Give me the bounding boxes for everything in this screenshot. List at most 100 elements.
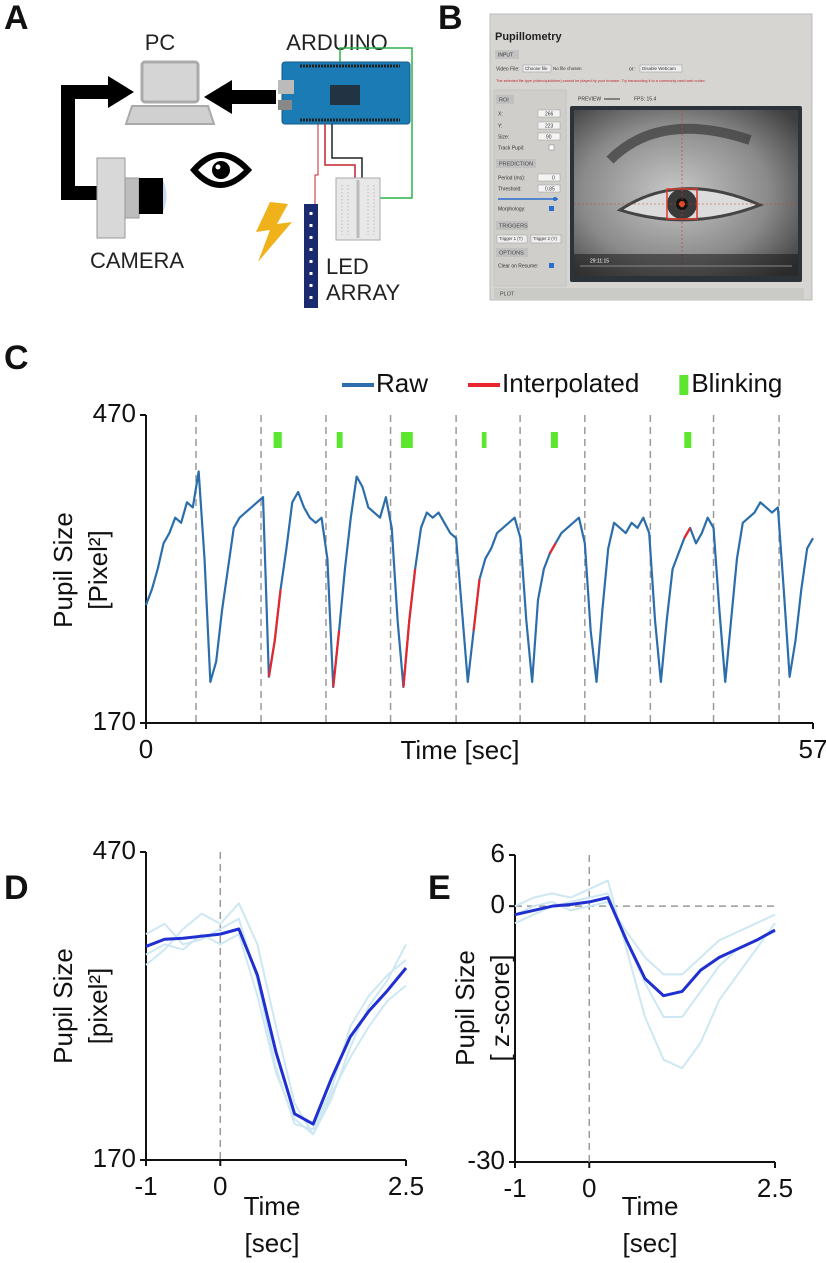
led-strip-icon xyxy=(304,204,318,308)
blink-bar xyxy=(684,432,692,448)
blink-bar xyxy=(401,432,413,448)
series-line xyxy=(514,900,776,976)
section-label: PLOT xyxy=(500,291,515,297)
y-tick-label: 6 xyxy=(491,838,505,868)
laptop-icon xyxy=(124,60,216,125)
y-tick-label: 170 xyxy=(93,706,136,736)
y-axis-label: Pupil Size xyxy=(450,950,480,1066)
eye-icon xyxy=(190,152,253,188)
series-line xyxy=(145,933,407,1136)
blink-bar xyxy=(481,432,487,448)
y-tick-label: 0 xyxy=(491,889,505,919)
label: or: xyxy=(629,66,635,72)
series-line xyxy=(267,527,692,688)
label: PC xyxy=(145,30,176,55)
button-label: Disable Webcam xyxy=(642,66,676,71)
legend-swatch xyxy=(679,375,689,395)
x-tick-label: -1 xyxy=(503,1173,526,1203)
blink-bar xyxy=(550,432,558,448)
button-label: Choose file xyxy=(525,66,548,71)
button xyxy=(496,234,528,244)
y-tick-label: 170 xyxy=(93,1143,136,1173)
warning: The selected file type (video/quicktime)… xyxy=(496,79,706,83)
y-axis-label: Pupil Size xyxy=(48,512,78,628)
series-line xyxy=(145,917,407,1131)
label: Threshold: xyxy=(498,186,522,192)
series-line xyxy=(145,927,408,1126)
y-tick-label: 470 xyxy=(93,835,136,865)
x-tick-label: 57 xyxy=(799,734,826,764)
y-axis-label: [pixel²] xyxy=(83,968,113,1045)
button xyxy=(522,64,552,73)
button xyxy=(530,234,562,244)
section-label: TRIGGERS xyxy=(499,223,528,229)
field-value: 0 xyxy=(552,175,555,181)
label: ARRAY xyxy=(326,280,400,305)
y-axis-label: [ z-score] xyxy=(485,955,515,1062)
field-value: 266 xyxy=(545,111,554,117)
label: X: xyxy=(498,111,503,117)
x-axis-label: [sec] xyxy=(245,1228,300,1258)
video-time: 29:11:15 xyxy=(590,258,609,264)
button xyxy=(639,64,683,73)
section-label: OPTIONS xyxy=(499,250,524,256)
label: Y: xyxy=(498,123,502,129)
series-line xyxy=(514,879,776,1070)
x-axis-label: [sec] xyxy=(623,1228,678,1258)
label: LED xyxy=(326,254,369,279)
arrows xyxy=(61,76,276,200)
legend-label: Interpolated xyxy=(502,368,639,398)
breadboard-icon xyxy=(335,177,381,241)
y-axis-label: [Pixel²] xyxy=(83,530,113,609)
series-line xyxy=(514,892,776,1019)
series-line xyxy=(514,896,776,998)
blink-bar xyxy=(273,432,282,448)
light-icon xyxy=(256,202,292,262)
arduino-icon xyxy=(278,47,413,205)
legend-label: Blinking xyxy=(691,368,782,398)
label: Video File: xyxy=(496,66,520,72)
x-tick-label: 0 xyxy=(582,1173,596,1203)
section-label: PREDICTION xyxy=(499,161,533,167)
field-value: 223 xyxy=(545,123,554,129)
panel-letter: E xyxy=(428,869,451,907)
label: No file chosen xyxy=(553,66,582,71)
panel-letter: B xyxy=(438,0,463,37)
button-label: Trigger 1 (T) xyxy=(499,236,523,241)
x-tick-label: -1 xyxy=(134,1171,157,1201)
field-value: 90 xyxy=(546,134,552,140)
x-axis-label: Time [sec] xyxy=(401,735,520,765)
x-tick-label: 0 xyxy=(213,1171,227,1201)
blink-bar xyxy=(336,432,343,448)
panel-letter: A xyxy=(4,0,29,37)
camera-icon xyxy=(96,157,167,239)
x-tick-label: 2.5 xyxy=(388,1171,424,1201)
y-tick-label: 470 xyxy=(93,398,136,428)
label: Track Pupil: xyxy=(498,145,524,151)
x-tick-label: 2.5 xyxy=(757,1173,793,1203)
x-axis-label: Time xyxy=(244,1191,301,1221)
app-title: Pupillometry xyxy=(495,31,563,43)
panel-letter: D xyxy=(4,869,29,907)
label: Clear on Resume: xyxy=(498,263,538,269)
button-label: Trigger 2 (Y) xyxy=(533,236,558,241)
panel-letter: C xyxy=(4,339,29,377)
x-axis-label: Time xyxy=(622,1191,679,1221)
y-axis-label: Pupil Size xyxy=(48,948,78,1064)
label: Period (ms): xyxy=(498,175,525,181)
label: Morphology: xyxy=(498,206,526,212)
section-label: ROI xyxy=(499,97,509,103)
software-screenshot: Pupillometry INPUT Video File: Choose fi… xyxy=(489,13,813,301)
label: ARDUINO xyxy=(286,30,387,55)
label: FPS: 15.4 xyxy=(634,96,656,102)
label: CAMERA xyxy=(90,248,184,273)
x-tick-label: 0 xyxy=(139,734,153,764)
label: Size: xyxy=(498,134,509,140)
field-value: 0.85 xyxy=(545,186,555,192)
y-tick-label: -30 xyxy=(467,1145,505,1175)
setup-diagram: PC ARDUINO CAMERA LED ARRAY xyxy=(61,30,413,308)
legend-label: Raw xyxy=(376,368,428,398)
label: PREVIEW xyxy=(578,96,601,102)
section-label: INPUT xyxy=(498,52,513,58)
